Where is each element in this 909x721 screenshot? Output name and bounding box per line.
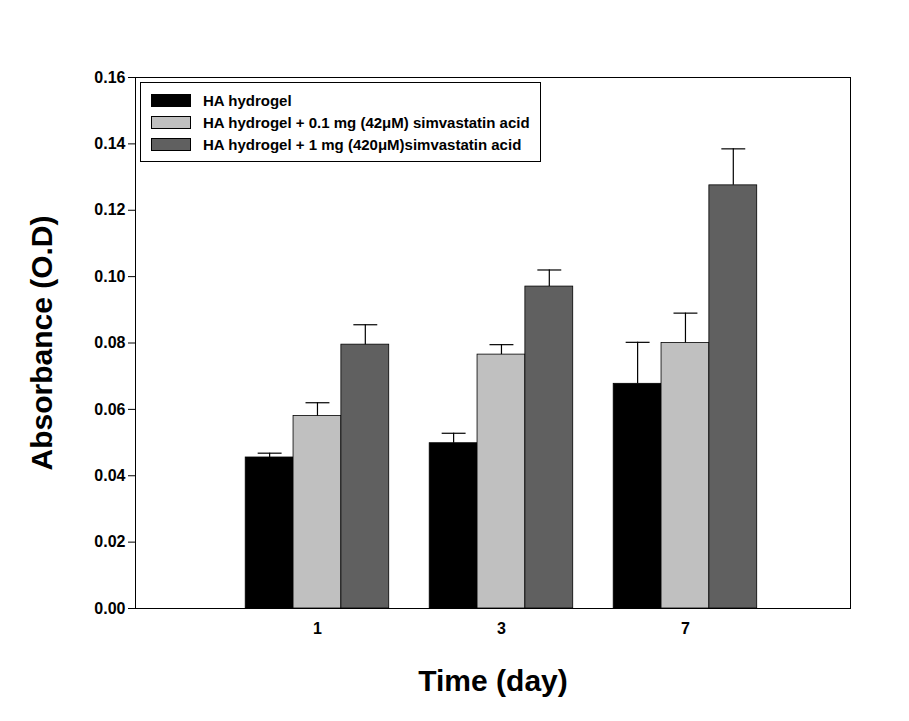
svg-text:0.10: 0.10 [94, 268, 125, 285]
html-text:HA hydrogel + 0.1 mg (42μM) si: HA hydrogel + 0.1 mg (42μM) simvastatin … [203, 113, 530, 131]
svg-text:1: 1 [313, 620, 322, 637]
html-text:HA hydrogel + 1 mg (420μM)simv: HA hydrogel + 1 mg (420μM)simvastatin ac… [203, 135, 522, 153]
svg-text:Absorbance (O.D): Absorbance (O.D) [25, 215, 58, 470]
svg-text:Time (day): Time (day) [418, 664, 568, 697]
svg-text:0.14: 0.14 [94, 135, 125, 152]
svg-text:0.12: 0.12 [94, 201, 125, 218]
svg-text:0.04: 0.04 [94, 467, 125, 484]
svg-text:0.02: 0.02 [94, 533, 125, 550]
svg-text:0.00: 0.00 [94, 600, 125, 617]
svg-text:0.08: 0.08 [94, 334, 125, 351]
svg-text:0.16: 0.16 [94, 69, 125, 86]
svg-text:7: 7 [681, 620, 690, 637]
svg-text:0.06: 0.06 [94, 400, 125, 417]
html-text:HA hydrogel: HA hydrogel [203, 91, 292, 109]
svg-text:3: 3 [497, 620, 506, 637]
